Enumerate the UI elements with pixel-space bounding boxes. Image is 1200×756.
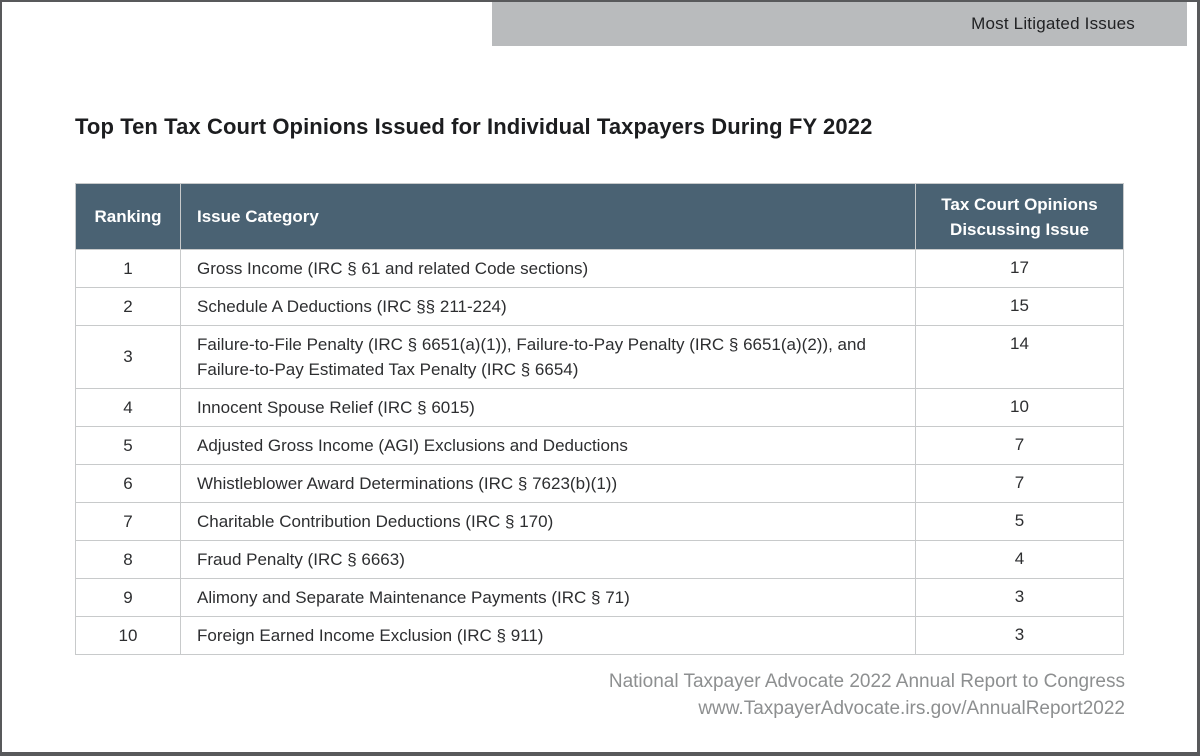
rank-cell: 5 bbox=[75, 426, 181, 465]
page-title: Top Ten Tax Court Opinions Issued for In… bbox=[75, 114, 873, 139]
count-cell: 15 bbox=[915, 287, 1124, 326]
issue-cell: Schedule A Deductions (IRC §§ 211-224) bbox=[180, 287, 916, 326]
table-row: 4 Innocent Spouse Relief (IRC § 6015) 10 bbox=[75, 388, 1124, 427]
table-row: 5 Adjusted Gross Income (AGI) Exclusions… bbox=[75, 426, 1124, 465]
count-cell: 17 bbox=[915, 249, 1124, 288]
issue-cell: Fraud Penalty (IRC § 6663) bbox=[180, 540, 916, 579]
rank-cell: 6 bbox=[75, 464, 181, 503]
top-ten-table: Ranking Issue Category Tax Court Opinion… bbox=[75, 183, 1124, 655]
table-row: 7 Charitable Contribution Deductions (IR… bbox=[75, 502, 1124, 541]
table-row: 8 Fraud Penalty (IRC § 6663) 4 bbox=[75, 540, 1124, 579]
issue-cell: Charitable Contribution Deductions (IRC … bbox=[180, 502, 916, 541]
rank-cell: 2 bbox=[75, 287, 181, 326]
issue-cell: Innocent Spouse Relief (IRC § 6015) bbox=[180, 388, 916, 427]
count-cell: 4 bbox=[915, 540, 1124, 579]
count-cell: 10 bbox=[915, 388, 1124, 427]
column-header-ranking: Ranking bbox=[75, 183, 181, 250]
table-row: 1 Gross Income (IRC § 61 and related Cod… bbox=[75, 249, 1124, 288]
column-header-issue-category: Issue Category bbox=[180, 183, 916, 250]
column-header-opinions: Tax Court Opinions Discussing Issue bbox=[915, 183, 1124, 250]
table-header-row: Ranking Issue Category Tax Court Opinion… bbox=[75, 183, 1124, 250]
rank-cell: 9 bbox=[75, 578, 181, 617]
issue-cell: Gross Income (IRC § 61 and related Code … bbox=[180, 249, 916, 288]
rank-cell: 8 bbox=[75, 540, 181, 579]
section-banner: Most Litigated Issues bbox=[492, 2, 1187, 46]
count-cell: 14 bbox=[915, 325, 1124, 389]
issue-cell: Adjusted Gross Income (AGI) Exclusions a… bbox=[180, 426, 916, 465]
footer-report-url: www.TaxpayerAdvocate.irs.gov/AnnualRepor… bbox=[698, 698, 1125, 719]
rank-cell: 3 bbox=[75, 325, 181, 389]
issue-cell: Whistleblower Award Determinations (IRC … bbox=[180, 464, 916, 503]
issue-cell: Failure-to-File Penalty (IRC § 6651(a)(1… bbox=[180, 325, 916, 389]
count-cell: 5 bbox=[915, 502, 1124, 541]
rank-cell: 7 bbox=[75, 502, 181, 541]
rank-cell: 1 bbox=[75, 249, 181, 288]
report-footer: National Taxpayer Advocate 2022 Annual R… bbox=[609, 668, 1125, 722]
table-row: 10 Foreign Earned Income Exclusion (IRC … bbox=[75, 616, 1124, 655]
table-row: 3 Failure-to-File Penalty (IRC § 6651(a)… bbox=[75, 325, 1124, 389]
rank-cell: 10 bbox=[75, 616, 181, 655]
count-cell: 3 bbox=[915, 578, 1124, 617]
issue-cell: Foreign Earned Income Exclusion (IRC § 9… bbox=[180, 616, 916, 655]
footer-report-title: National Taxpayer Advocate 2022 Annual R… bbox=[608, 671, 1125, 692]
rank-cell: 4 bbox=[75, 388, 181, 427]
table-row: 2 Schedule A Deductions (IRC §§ 211-224)… bbox=[75, 287, 1124, 326]
table-row: 9 Alimony and Separate Maintenance Payme… bbox=[75, 578, 1124, 617]
top-ten-table-container: Ranking Issue Category Tax Court Opinion… bbox=[75, 183, 1124, 655]
count-cell: 7 bbox=[915, 426, 1124, 465]
section-banner-label: Most Litigated Issues bbox=[971, 14, 1135, 33]
count-cell: 3 bbox=[915, 616, 1124, 655]
table-row: 6 Whistleblower Award Determinations (IR… bbox=[75, 464, 1124, 503]
issue-cell: Alimony and Separate Maintenance Payment… bbox=[180, 578, 916, 617]
count-cell: 7 bbox=[915, 464, 1124, 503]
